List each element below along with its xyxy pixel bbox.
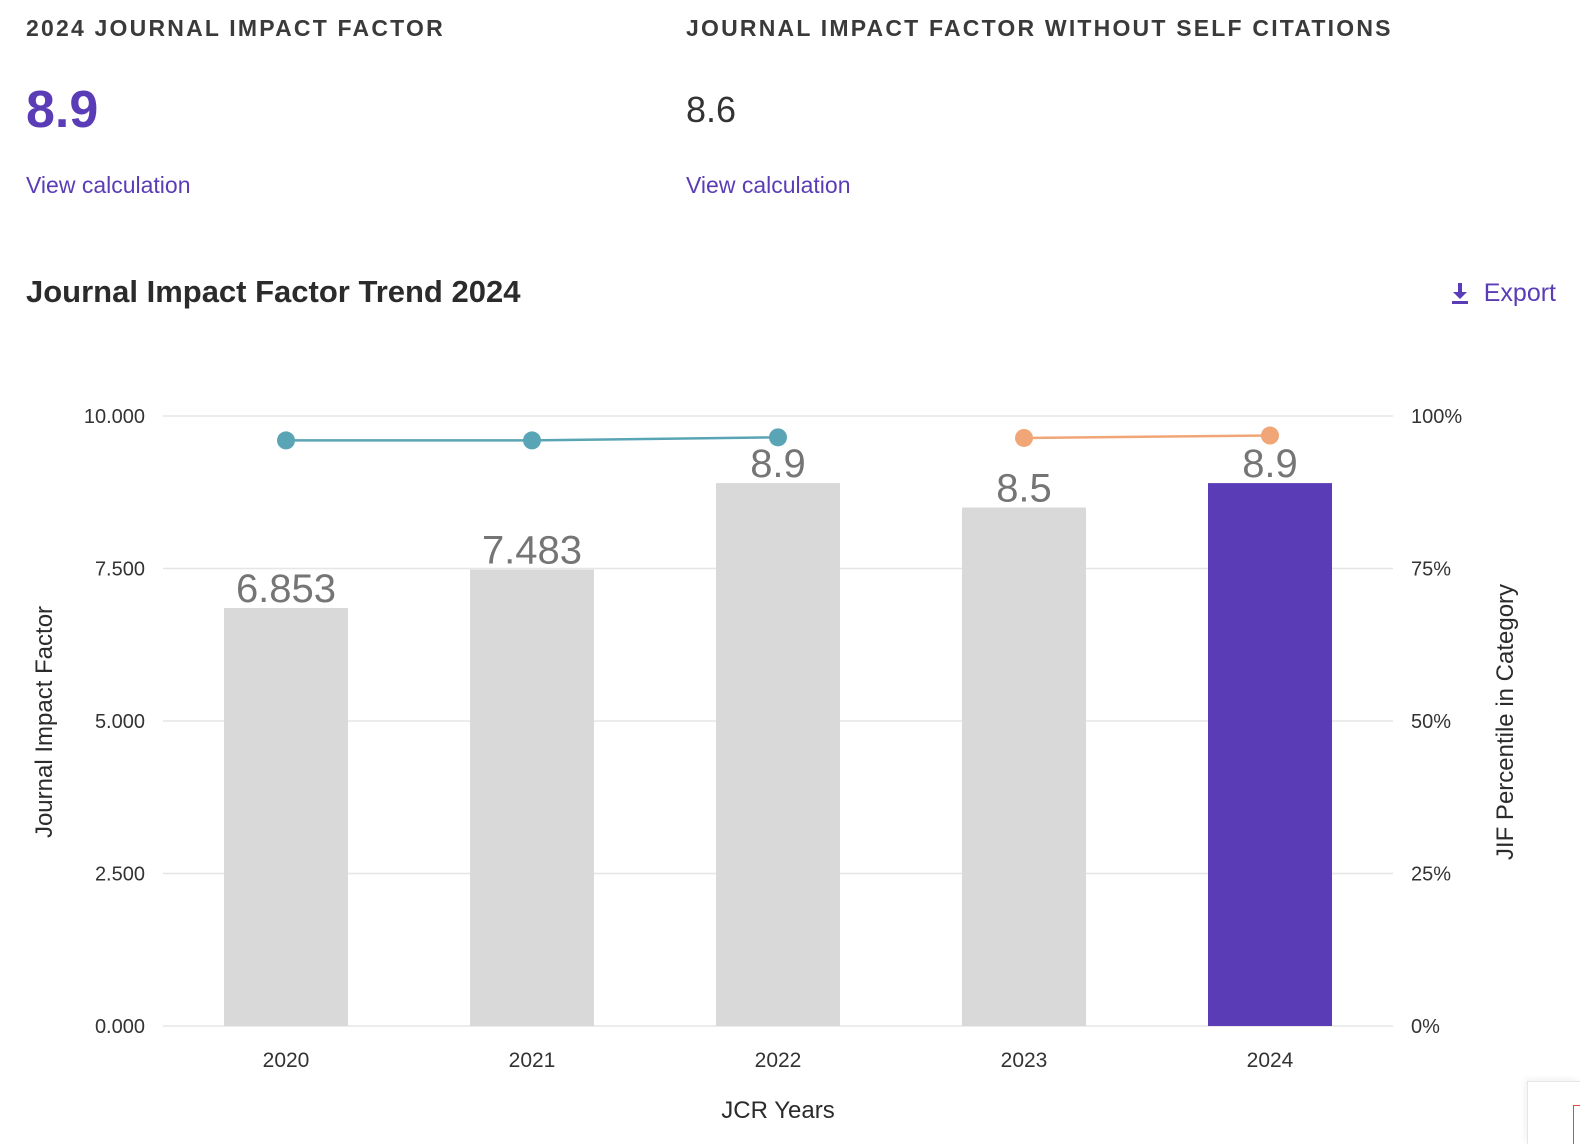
jif-label: 2024 JOURNAL IMPACT FACTOR (26, 15, 445, 41)
feedback-tab-marker (1573, 1105, 1580, 1144)
jif-view-calculation-link[interactable]: View calculation (26, 172, 191, 198)
x-tick-label: 2022 (755, 1049, 802, 1072)
bar-2021 (470, 569, 594, 1026)
percentile-point-2023 (1015, 428, 1033, 447)
bar-value-label-2023: 8.5 (996, 467, 1052, 511)
trend-section-title: Journal Impact Factor Trend 2024 (26, 274, 521, 309)
bar-2020 (224, 607, 348, 1026)
percentile-point-2024 (1261, 426, 1279, 445)
jif-without-self-citations-label: JOURNAL IMPACT FACTOR WITHOUT SELF CITAT… (686, 15, 1393, 41)
bar-2022 (716, 483, 840, 1027)
y-axis-title: Journal Impact Factor (31, 606, 58, 838)
y-tick-label: 5.000 (95, 711, 145, 733)
percentile-point-2022 (769, 428, 787, 447)
x-axis-title: JCR Years (721, 1097, 834, 1124)
bar-value-label-2022: 8.9 (750, 442, 806, 486)
y2-tick-label: 25% (1411, 864, 1451, 886)
percentile-point-2020 (277, 431, 295, 450)
x-tick-label: 2024 (1247, 1049, 1294, 1072)
jif-without-self-citations-metric: JOURNAL IMPACT FACTOR WITHOUT SELF CITAT… (686, 14, 1393, 200)
x-tick-label: 2023 (1001, 1049, 1048, 1072)
jif-without-self-citations-value: 8.6 (686, 89, 737, 130)
y2-axis-title: JIF Percentile in Category (1492, 584, 1519, 860)
jif-without-self-citations-view-calculation-link[interactable]: View calculation (686, 172, 851, 198)
x-tick-label: 2021 (509, 1049, 556, 1072)
y-tick-label: 10.000 (84, 406, 145, 428)
y-tick-label: 7.500 (95, 559, 145, 581)
jif-value: 8.9 (26, 81, 99, 139)
bar-value-label-2021: 7.483 (482, 529, 582, 573)
download-icon (1450, 282, 1470, 304)
y2-tick-label: 50% (1411, 711, 1451, 733)
y-tick-label: 0.000 (95, 1016, 145, 1038)
jif-metric: 2024 JOURNAL IMPACT FACTOR 8.9 View calc… (26, 14, 445, 200)
export-label: Export (1483, 279, 1556, 307)
percentile-point-2021 (523, 431, 541, 450)
y-tick-label: 2.500 (95, 864, 145, 886)
bar-value-label-2020: 6.853 (236, 567, 336, 611)
export-button[interactable]: Export (1450, 276, 1556, 310)
y2-tick-label: 100% (1411, 406, 1462, 428)
bar-value-label-2024: 8.9 (1242, 442, 1298, 486)
y2-tick-label: 0% (1411, 1016, 1440, 1038)
bar-2024 (1208, 483, 1332, 1027)
y2-tick-label: 75% (1411, 559, 1451, 581)
percentile-line-2 (1023, 434, 1271, 440)
bar-2023 (962, 507, 1086, 1026)
x-tick-label: 2020 (263, 1049, 310, 1072)
feedback-tab[interactable] (1527, 1081, 1580, 1144)
